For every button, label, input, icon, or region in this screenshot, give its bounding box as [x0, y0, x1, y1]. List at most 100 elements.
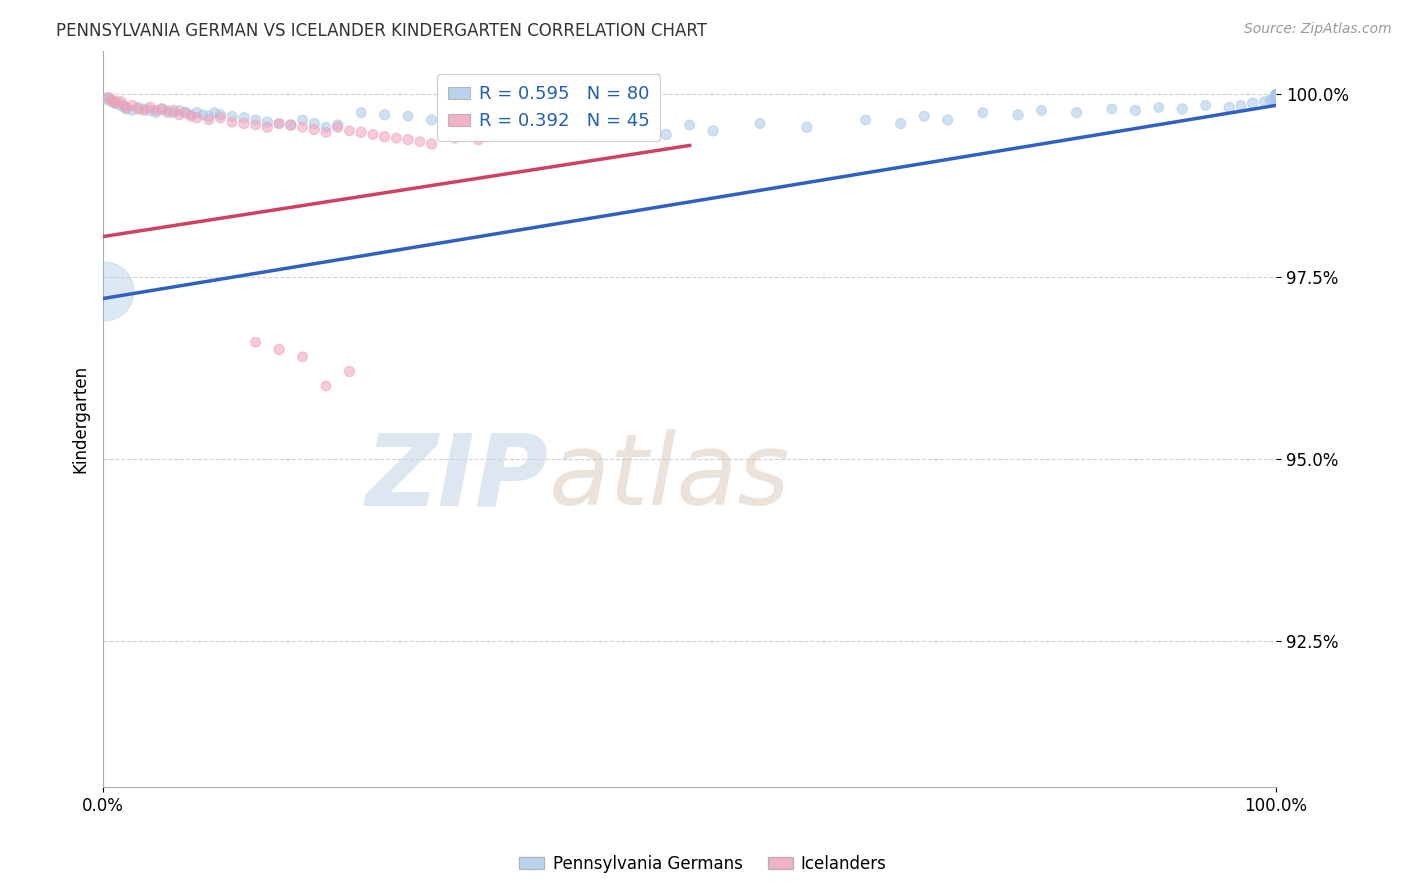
Point [186, 105, 208, 120]
Point [420, 112, 443, 127]
Point [796, 120, 818, 135]
Text: ZIP: ZIP [366, 429, 548, 526]
Point [315, 125, 337, 139]
Point [350, 125, 373, 139]
Point [855, 112, 877, 127]
Point [1241, 96, 1264, 111]
Point [104, 96, 127, 111]
Point [180, 108, 202, 122]
Point [1253, 95, 1275, 109]
Point [972, 105, 994, 120]
Point [304, 117, 326, 131]
Point [515, 112, 537, 127]
Point [291, 350, 314, 364]
Point [101, 93, 124, 107]
Y-axis label: Kindergarten: Kindergarten [72, 365, 89, 473]
Point [110, 98, 132, 112]
Point [491, 118, 513, 132]
Text: Source: ZipAtlas.com: Source: ZipAtlas.com [1244, 22, 1392, 37]
Point [409, 135, 432, 149]
Point [280, 118, 302, 132]
Point [245, 112, 267, 127]
Point [1265, 88, 1288, 103]
Point [110, 95, 132, 109]
Point [1265, 87, 1288, 102]
Point [339, 364, 361, 378]
Point [134, 103, 156, 118]
Point [304, 122, 326, 136]
Point [1265, 87, 1288, 102]
Text: PENNSYLVANIA GERMAN VS ICELANDER KINDERGARTEN CORRELATION CHART: PENNSYLVANIA GERMAN VS ICELANDER KINDERG… [56, 22, 707, 40]
Point [280, 118, 302, 132]
Point [1101, 102, 1123, 116]
Point [127, 101, 149, 115]
Point [221, 115, 243, 129]
Point [467, 133, 489, 147]
Point [245, 335, 267, 350]
Point [93, 284, 115, 298]
Point [1195, 98, 1218, 112]
Point [115, 102, 138, 116]
Point [361, 128, 384, 142]
Point [98, 93, 121, 107]
Point [134, 102, 156, 116]
Point [396, 133, 419, 147]
Point [104, 96, 127, 111]
Point [444, 131, 467, 145]
Point [96, 91, 118, 105]
Point [396, 109, 419, 123]
Point [655, 128, 678, 142]
Point [326, 120, 349, 135]
Point [221, 109, 243, 123]
Point [1265, 88, 1288, 103]
Point [162, 105, 184, 120]
Point [315, 120, 337, 135]
Point [1171, 102, 1194, 116]
Point [191, 108, 214, 122]
Point [245, 118, 267, 132]
Point [1265, 87, 1288, 102]
Point [174, 105, 197, 120]
Point [1258, 93, 1281, 107]
Point [197, 112, 219, 127]
Point [127, 102, 149, 116]
Point [150, 102, 173, 116]
Point [1261, 93, 1284, 107]
Point [101, 95, 124, 109]
Point [420, 136, 443, 151]
Point [150, 102, 173, 116]
Point [169, 108, 191, 122]
Point [267, 343, 290, 357]
Point [145, 103, 167, 118]
Point [912, 109, 935, 123]
Point [561, 117, 583, 131]
Point [702, 124, 724, 138]
Legend: R = 0.595   N = 80, R = 0.392   N = 45: R = 0.595 N = 80, R = 0.392 N = 45 [437, 74, 661, 141]
Point [1123, 103, 1146, 118]
Point [1265, 90, 1288, 104]
Point [209, 108, 232, 122]
Point [121, 98, 143, 112]
Point [678, 118, 700, 132]
Point [115, 101, 138, 115]
Point [105, 95, 128, 109]
Point [537, 122, 560, 136]
Point [1007, 108, 1029, 122]
Point [631, 124, 654, 138]
Point [444, 120, 467, 135]
Point [315, 379, 337, 393]
Point [1147, 101, 1170, 115]
Point [267, 117, 290, 131]
Point [326, 118, 349, 132]
Point [197, 109, 219, 123]
Point [139, 101, 162, 115]
Point [374, 129, 396, 144]
Point [180, 109, 202, 123]
Point [936, 112, 959, 127]
Point [339, 124, 361, 138]
Point [169, 103, 191, 118]
Point [1265, 92, 1288, 106]
Point [186, 111, 208, 125]
Point [267, 117, 290, 131]
Text: atlas: atlas [548, 429, 790, 526]
